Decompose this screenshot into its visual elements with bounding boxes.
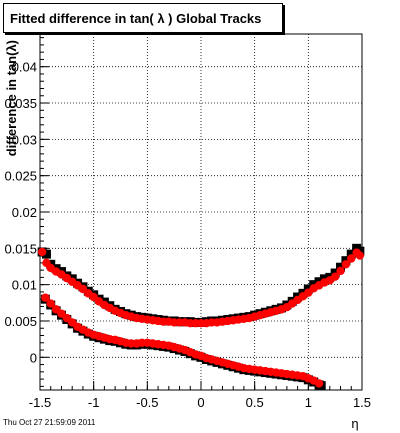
title-box: Fitted difference in tan( λ ) Global Tra… xyxy=(3,3,283,33)
y-tick-label: 0.015 xyxy=(4,241,37,256)
x-tick-label: 1.5 xyxy=(353,395,371,410)
chart-title: Fitted difference in tan( λ ) Global Tra… xyxy=(10,11,262,26)
data-series xyxy=(37,243,365,391)
data-point xyxy=(37,247,47,257)
y-tick-label: 0.025 xyxy=(4,169,37,184)
data-point xyxy=(46,299,55,308)
y-axis-label: difference in tan(λ) xyxy=(4,40,19,156)
y-tick-label: 0.01 xyxy=(12,278,37,293)
series-2 xyxy=(37,247,365,328)
data-point xyxy=(41,293,50,302)
data-point xyxy=(330,272,340,281)
data-point xyxy=(336,266,345,276)
data-point xyxy=(314,379,324,388)
tick-labels: -1.5 -1 -0.5 0 0.5 1 1.5 0 0.005 0.01 0.015 0.02 0.0… xyxy=(4,60,371,410)
y-tick-label: 0.03 xyxy=(12,132,37,147)
x-tick-label: 0.5 xyxy=(246,395,264,410)
grid-lines xyxy=(40,34,362,390)
data-point xyxy=(347,254,356,263)
series-4 xyxy=(41,293,324,388)
axis-ticks xyxy=(39,37,363,390)
x-tick-label: -0.5 xyxy=(136,395,158,410)
y-tick-label: 0.02 xyxy=(12,205,37,220)
data-point xyxy=(41,249,51,259)
x-axis-label: η xyxy=(351,416,358,431)
y-tick-label: 0.005 xyxy=(4,314,37,329)
y-tick-label: 0.04 xyxy=(12,60,37,75)
data-point xyxy=(341,260,351,269)
x-tick-label: 0 xyxy=(197,395,204,410)
x-tick-label: 1 xyxy=(305,395,312,410)
footer-timestamp: Thu Oct 27 21:59:09 2011 xyxy=(3,418,96,427)
y-tick-label: 0.035 xyxy=(4,96,37,111)
data-point xyxy=(355,251,365,260)
data-point xyxy=(346,249,356,259)
y-tick-label: 0 xyxy=(30,350,37,365)
x-tick-label: -1.5 xyxy=(29,395,51,410)
x-tick-label: -1 xyxy=(88,395,100,410)
